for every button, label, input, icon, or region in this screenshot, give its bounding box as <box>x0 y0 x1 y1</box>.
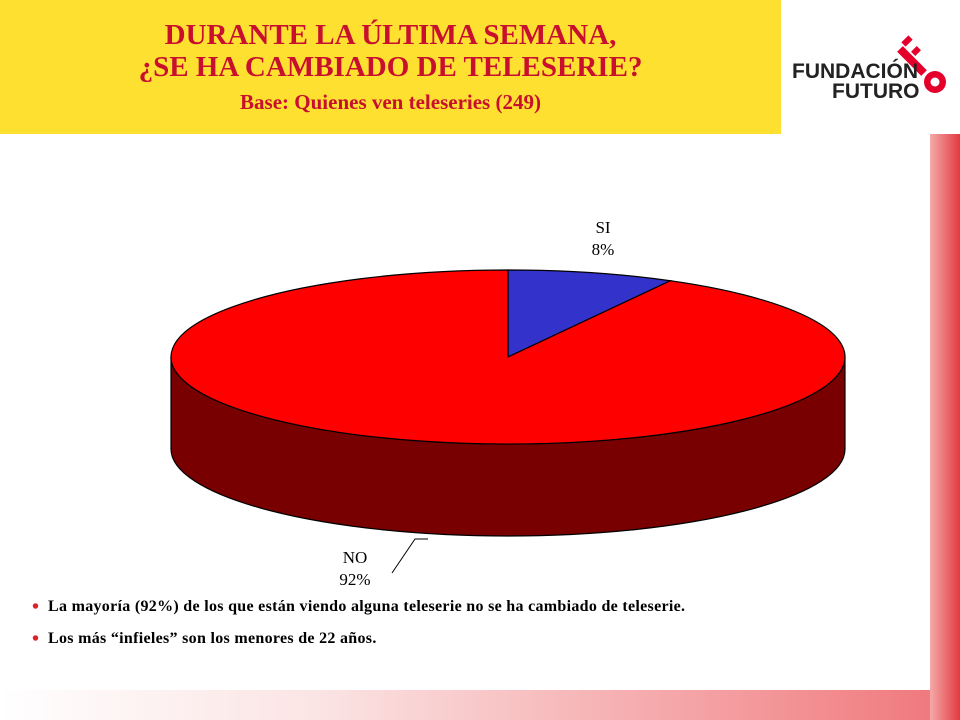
title-box: DURANTE LA ÚLTIMA SEMANA, ¿SE HA CAMBIAD… <box>0 0 781 134</box>
bullet-item-2: • Los más “infieles” son los menores de … <box>32 628 912 650</box>
slice-label-si: SI <box>595 218 610 237</box>
subtitle: Base: Quienes ven teleseries (249) <box>240 90 541 114</box>
bullet-list: • La mayoría (92%) de los que están vien… <box>32 596 912 662</box>
pie-slice-si <box>507 269 673 358</box>
bullet-text: La mayoría (92%) de los que están viendo… <box>48 598 686 615</box>
title-line-2: ¿SE HA CAMBIADO DE TELESERIE? <box>138 51 643 83</box>
bullet-item-1: • La mayoría (92%) de los que están vien… <box>32 596 912 618</box>
bullet-marker: • <box>32 596 40 618</box>
pie-chart: SI 8% NO 92% <box>170 218 846 589</box>
bullet-marker: • <box>32 628 40 650</box>
logo-line-1: FUNDACIÓN <box>792 59 918 83</box>
slice-value-si: 8% <box>592 240 615 259</box>
pie-slice-no <box>170 269 846 445</box>
bullet-text: Los más “infieles” son los menores de 22… <box>48 630 377 647</box>
logo-line-2: FUTURO <box>832 80 920 103</box>
bottom-decor-strip <box>0 690 930 720</box>
right-decor-strip <box>930 134 960 720</box>
slice-value-no: 92% <box>339 570 370 589</box>
leader-line-no <box>391 538 428 574</box>
key-icon <box>897 35 946 93</box>
slice-label-no: NO <box>343 548 368 567</box>
fundacion-futuro-logo: FUNDACIÓN FUTURO <box>792 35 946 103</box>
title-line-1: DURANTE LA ÚLTIMA SEMANA, <box>164 19 617 51</box>
